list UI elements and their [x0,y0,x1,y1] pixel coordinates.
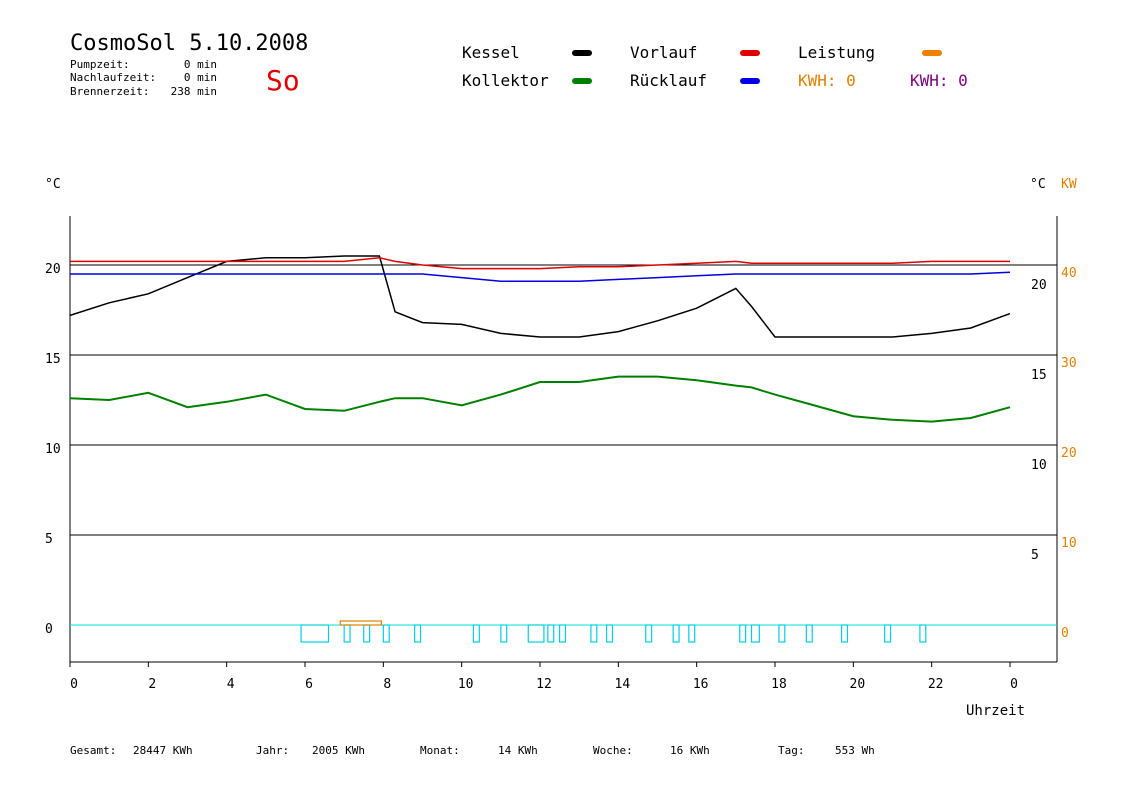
activity-pulse [472,624,480,643]
y-tick-right-c: 20 [1031,278,1047,293]
activity-pulse [363,624,371,643]
x-tick-label: 0 [70,677,78,692]
footer-woche-value: 16 KWh [670,744,710,757]
stat-brennerzeit-value: 238 min [171,85,217,98]
activity-pulse [750,624,760,643]
footer-woche-label: Woche: [593,744,633,757]
y-tick-right-kw: 10 [1061,536,1077,551]
kwh-purple-label: KWH: 0 [910,71,968,90]
activity-pulse [884,624,892,643]
y-tick-left: 10 [45,442,61,457]
x-tick-label: 20 [850,677,866,692]
y-unit-left: °C [45,177,61,192]
activity-pulse [547,624,555,643]
legend-leistung-label: Leistung [798,43,875,62]
kwh-orange-label: KWH: 0 [798,71,856,90]
legend-vorlauf-label: Vorlauf [630,43,697,62]
stat-brennerzeit-label: Brennerzeit: [70,85,149,98]
gridlines [70,264,1057,626]
y-tick-left: 0 [45,622,53,637]
legend-ruecklauf-swatch [740,78,760,84]
activity-pulse [382,624,390,643]
leistung-pulse [339,620,382,626]
footer-jahr-label: Jahr: [256,744,289,757]
activity-pulse [840,624,849,643]
pump-activity-bars [300,620,927,643]
chart-title: CosmoSol 5.10.2008 [70,31,308,56]
y-tick-right-c: 5 [1031,548,1039,563]
footer-tag-value: 553 Wh [835,744,875,757]
activity-pulse [778,624,786,643]
activity-pulse [343,624,351,643]
legend-vorlauf-swatch [740,50,760,56]
series-kessel-line [69,255,1011,338]
activity-pulse [527,624,545,643]
activity-pulse [414,624,422,643]
y-tick-right-kw: 40 [1061,266,1077,281]
y-tick-left: 20 [45,262,61,277]
activity-pulse [805,624,813,643]
legend-leistung-swatch [922,50,942,56]
y-tick-right-c: 10 [1031,458,1047,473]
y-unit-right-kw: KW [1061,177,1077,192]
footer-jahr-value: 2005 KWh [312,744,365,757]
y-tick-left: 15 [45,352,61,367]
x-tick-label: 18 [771,677,787,692]
activity-pulse [739,624,747,643]
legend-kollektor-swatch [572,78,592,84]
weekday-label: So [266,64,300,97]
legend-kessel-swatch [572,50,592,56]
x-tick-label: 10 [458,677,474,692]
stat-pumpzeit-value: 0 min [184,58,217,71]
footer-tag-label: Tag: [778,744,805,757]
x-tick-label: 4 [227,677,235,692]
y-tick-right-c: 15 [1031,368,1047,383]
footer-monat-value: 14 KWh [498,744,538,757]
stat-nachlaufzeit-label: Nachlaufzeit: [70,71,156,84]
activity-pulse [645,624,653,643]
series-rcklauf-line [70,271,1011,282]
axis-ticks: 0 5 10 15 20 5 10 15 20 0 10 20 30 40 0 2 4 6 8 10 12 14 16 18 2… [45,262,1077,692]
x-tick-label: 14 [615,677,631,692]
activity-pulse [500,624,508,643]
activity-pulse [558,624,567,643]
x-tick-label: 2 [148,677,156,692]
activity-pulse [919,624,927,643]
y-tick-left: 5 [45,532,53,547]
legend-kollektor-label: Kollektor [462,71,549,90]
x-axis-label: Uhrzeit [966,703,1025,719]
legend-ruecklauf-label: Rücklauf [630,71,707,90]
stat-pumpzeit-label: Pumpzeit: [70,58,130,71]
x-tick-label: 16 [693,677,709,692]
legend-kessel-label: Kessel [462,43,520,62]
footer-monat-label: Monat: [420,744,460,757]
x-tick-label: 22 [928,677,944,692]
activity-pulse [688,624,696,643]
series-kollektor-line [69,375,1011,423]
footer-gesamt-label: Gesamt: [70,744,116,757]
y-tick-right-kw: 0 [1061,626,1069,641]
x-tick-label: 12 [536,677,552,692]
activity-pulse [300,624,330,643]
y-unit-right-c: °C [1030,177,1046,192]
y-tick-right-kw: 20 [1061,446,1077,461]
activity-pulse [590,624,598,643]
x-tick-label: 0 [1010,677,1018,692]
activity-pulse [672,624,680,643]
stat-nachlaufzeit-value: 0 min [184,71,217,84]
series-lines [69,255,1011,423]
activity-pulse [605,624,614,643]
y-tick-right-kw: 30 [1061,356,1077,371]
footer-gesamt-value: 28447 KWh [133,744,193,757]
series-vorlauf-line [70,257,1010,270]
x-tick-label: 8 [383,677,391,692]
x-tick-label: 6 [305,677,313,692]
